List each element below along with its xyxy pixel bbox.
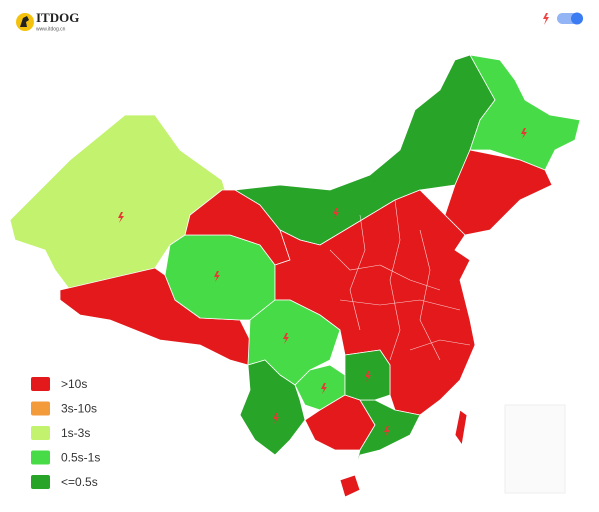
region[interactable] bbox=[454, 409, 468, 446]
legend-swatch bbox=[31, 401, 50, 416]
logo-dog bbox=[20, 16, 29, 27]
lightning-marker bbox=[365, 371, 371, 382]
logo: ITDOG www.itdog.cn bbox=[16, 10, 79, 32]
lightning-marker bbox=[384, 426, 390, 437]
legend-label: 3s-10s bbox=[61, 402, 97, 416]
lightning-marker bbox=[273, 413, 279, 424]
region[interactable] bbox=[354, 399, 421, 471]
toggle-knob[interactable] bbox=[571, 12, 583, 25]
lightning-marker bbox=[283, 333, 289, 344]
legend: >10s 3s-10s 1s-3s 0.5s-1s <=0.5s bbox=[31, 377, 100, 489]
legend-swatch bbox=[31, 475, 50, 489]
region[interactable] bbox=[444, 149, 553, 236]
legend-label: <=0.5s bbox=[61, 475, 98, 489]
inset-box bbox=[504, 404, 566, 494]
legend-label: 1s-3s bbox=[61, 426, 90, 440]
logo-title: ITDOG bbox=[36, 10, 79, 25]
province-borders bbox=[329, 199, 471, 361]
legend-label: >10s bbox=[61, 377, 87, 391]
lightning-marker bbox=[214, 271, 220, 282]
map bbox=[9, 54, 581, 498]
region[interactable] bbox=[239, 359, 306, 456]
lightning-icon bbox=[543, 13, 549, 25]
lightning-marker bbox=[333, 208, 339, 219]
legend-label: 0.5s-1s bbox=[61, 451, 100, 465]
lightning-marker bbox=[118, 212, 124, 223]
legend-swatch bbox=[31, 377, 50, 391]
region[interactable] bbox=[469, 54, 581, 171]
lightning-marker bbox=[321, 383, 327, 394]
region[interactable] bbox=[339, 474, 361, 498]
legend-swatch bbox=[31, 426, 50, 440]
logo-subtitle: www.itdog.cn bbox=[36, 26, 66, 32]
legend-swatch bbox=[31, 450, 50, 465]
markers bbox=[118, 128, 527, 437]
lightning-marker bbox=[521, 128, 527, 139]
